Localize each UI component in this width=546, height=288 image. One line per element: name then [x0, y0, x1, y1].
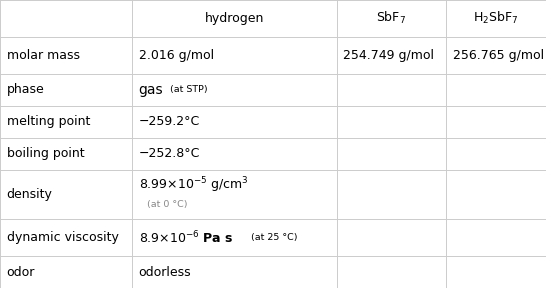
- Text: 2.016 g/mol: 2.016 g/mol: [139, 49, 214, 62]
- Text: 8.99$\times$10$^{-5}$ g/cm$^3$: 8.99$\times$10$^{-5}$ g/cm$^3$: [139, 176, 248, 195]
- Text: melting point: melting point: [7, 115, 90, 128]
- Text: 256.765 g/mol: 256.765 g/mol: [453, 49, 544, 62]
- Text: boiling point: boiling point: [7, 147, 84, 160]
- Text: −259.2°C: −259.2°C: [139, 115, 200, 128]
- Text: (at 0 °C): (at 0 °C): [147, 200, 187, 209]
- Text: (at STP): (at STP): [170, 85, 208, 94]
- Text: H$_2$SbF$_7$: H$_2$SbF$_7$: [473, 10, 519, 26]
- Text: 254.749 g/mol: 254.749 g/mol: [343, 49, 435, 62]
- Text: hydrogen: hydrogen: [205, 12, 264, 25]
- Text: (at 25 °C): (at 25 °C): [251, 233, 297, 242]
- Text: odor: odor: [7, 266, 35, 278]
- Text: phase: phase: [7, 83, 44, 96]
- Text: dynamic viscosity: dynamic viscosity: [7, 231, 118, 244]
- Text: −252.8°C: −252.8°C: [139, 147, 200, 160]
- Text: molar mass: molar mass: [7, 49, 80, 62]
- Text: SbF$_7$: SbF$_7$: [376, 10, 407, 26]
- Text: 8.9$\times$10$^{-6}$ $\mathbf{Pa\ s}$: 8.9$\times$10$^{-6}$ $\mathbf{Pa\ s}$: [139, 229, 233, 246]
- Text: density: density: [7, 188, 52, 201]
- Text: gas: gas: [139, 83, 163, 96]
- Text: odorless: odorless: [139, 266, 191, 278]
